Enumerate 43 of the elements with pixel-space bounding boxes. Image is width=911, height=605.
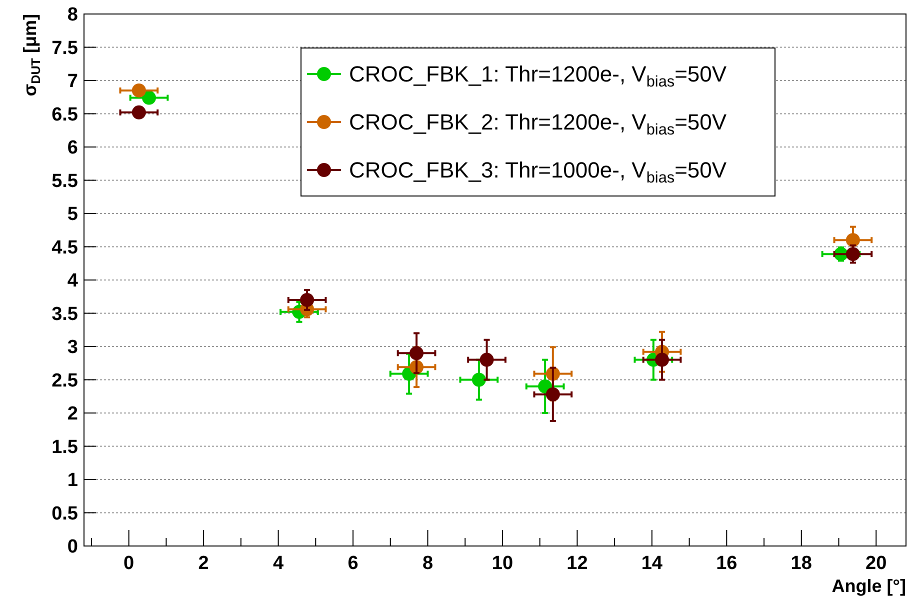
y-tick-label: 0.5 — [52, 503, 78, 524]
x-tick-label: 6 — [348, 553, 358, 574]
y-tick-label: 6 — [67, 138, 78, 159]
point — [472, 372, 486, 387]
x-tick-label: 0 — [124, 553, 134, 574]
y-tick-label: 5.5 — [52, 170, 78, 192]
y-tick-label: 2.5 — [52, 370, 78, 392]
y-tick-label: 1 — [67, 470, 78, 492]
point — [655, 352, 670, 367]
y-tick-label: 0 — [67, 536, 78, 558]
y-tick-label: 7.5 — [52, 38, 78, 59]
point — [846, 233, 860, 248]
point — [546, 387, 560, 402]
legend-label: CROC_FBK_1: Thr=1200e-, V$_{bias}$=50V — [349, 62, 727, 92]
x-tick-label: 4 — [273, 553, 284, 574]
y-tick-label: 8 — [67, 4, 78, 26]
y-tick-label: 1.5 — [52, 436, 78, 458]
y-tick-label: 2 — [67, 404, 78, 425]
x-tick-label: 18 — [790, 553, 812, 574]
point — [846, 247, 860, 262]
x-tick-label: 12 — [566, 553, 588, 574]
y-tick-label: 3 — [67, 337, 78, 358]
point — [132, 83, 146, 98]
x-tick-label: 20 — [866, 553, 887, 574]
x-tick-label: 14 — [641, 553, 663, 574]
x-tick-label: 10 — [492, 553, 514, 574]
legend-label: CROC_FBK_3: Thr=1000e-, V$_{bias}$=50V — [349, 158, 727, 188]
y-tick-label: 4 — [67, 270, 78, 292]
y-tick-label: 4.5 — [52, 237, 78, 258]
y-tick-label: 5 — [67, 204, 78, 226]
y-tick-label: 3.5 — [52, 304, 78, 325]
point — [410, 346, 424, 360]
point — [480, 352, 494, 367]
x-tick-label: 2 — [198, 553, 209, 574]
point — [132, 105, 146, 120]
x-tick-label: 16 — [716, 553, 738, 574]
y-tick-label: 6.5 — [52, 104, 78, 126]
legend-label: CROC_FBK_2: Thr=1200e-, V$_{bias}$=50V — [349, 110, 727, 140]
x-axis-title: Angle [°] — [832, 576, 906, 596]
point — [142, 90, 156, 105]
y-tick-label: 7 — [67, 71, 78, 92]
x-tick-label: 8 — [422, 553, 434, 574]
point — [300, 292, 314, 307]
